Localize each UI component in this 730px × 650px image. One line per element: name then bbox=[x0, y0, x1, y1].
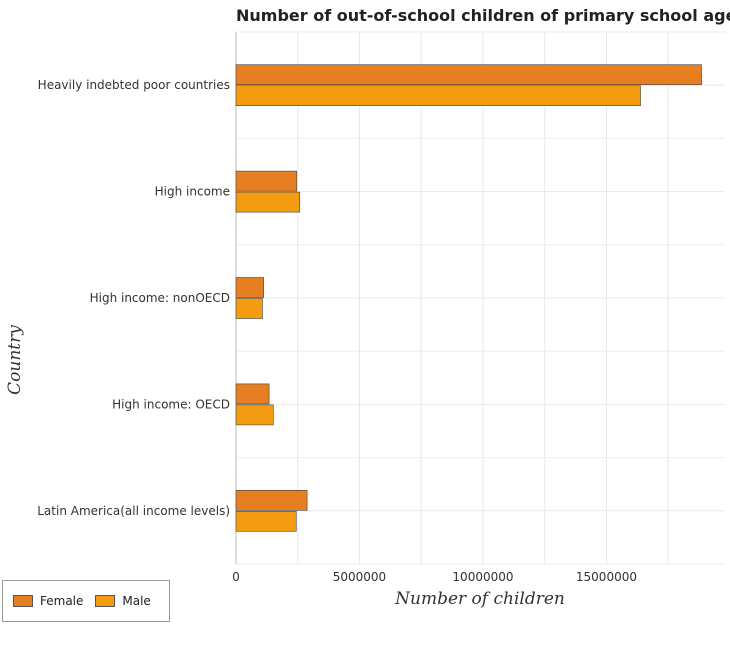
bar-female-3 bbox=[235, 383, 270, 405]
bar-female-1 bbox=[235, 170, 298, 192]
x-tick-label: 5000000 bbox=[333, 570, 386, 584]
bar-female-2 bbox=[235, 277, 264, 298]
legend-item-female: Female bbox=[13, 594, 83, 608]
legend: Female Male bbox=[2, 580, 170, 622]
bar-male-2 bbox=[235, 298, 263, 319]
x-tick-labels: 0 5000000 10000000 15000000 bbox=[232, 570, 637, 584]
x-tick-label: 10000000 bbox=[452, 570, 513, 584]
y-tick-labels: Heavily indebted poor countries High inco… bbox=[37, 78, 230, 518]
bar-male-1 bbox=[235, 191, 301, 213]
bar-male-0 bbox=[235, 85, 641, 106]
bar-male-4 bbox=[235, 510, 297, 532]
legend-item-male: Male bbox=[95, 594, 151, 608]
bar-male-3 bbox=[235, 404, 274, 426]
legend-swatch-male bbox=[95, 595, 116, 607]
x-axis-title: Number of children bbox=[394, 589, 565, 609]
grid-lines bbox=[235, 31, 725, 565]
legend-swatch-female bbox=[13, 595, 33, 607]
x-tick-label: 15000000 bbox=[576, 570, 637, 584]
y-tick-label: High income bbox=[155, 185, 230, 199]
legend-label-male: Male bbox=[122, 594, 151, 608]
y-tick-label: Latin America(all income levels) bbox=[37, 504, 230, 518]
x-tick-label: 0 bbox=[232, 570, 240, 584]
bar-female-4 bbox=[235, 489, 308, 511]
y-tick-label: High income: nonOECD bbox=[90, 291, 230, 305]
y-tick-label: Heavily indebted poor countries bbox=[38, 78, 230, 92]
y-tick-label: High income: OECD bbox=[112, 397, 230, 411]
chart-title: Number of out-of-school children of prim… bbox=[236, 6, 730, 25]
y-axis-title: Country bbox=[5, 325, 25, 395]
legend-label-female: Female bbox=[40, 594, 84, 608]
bars bbox=[235, 64, 702, 532]
bar-female-0 bbox=[235, 64, 702, 85]
